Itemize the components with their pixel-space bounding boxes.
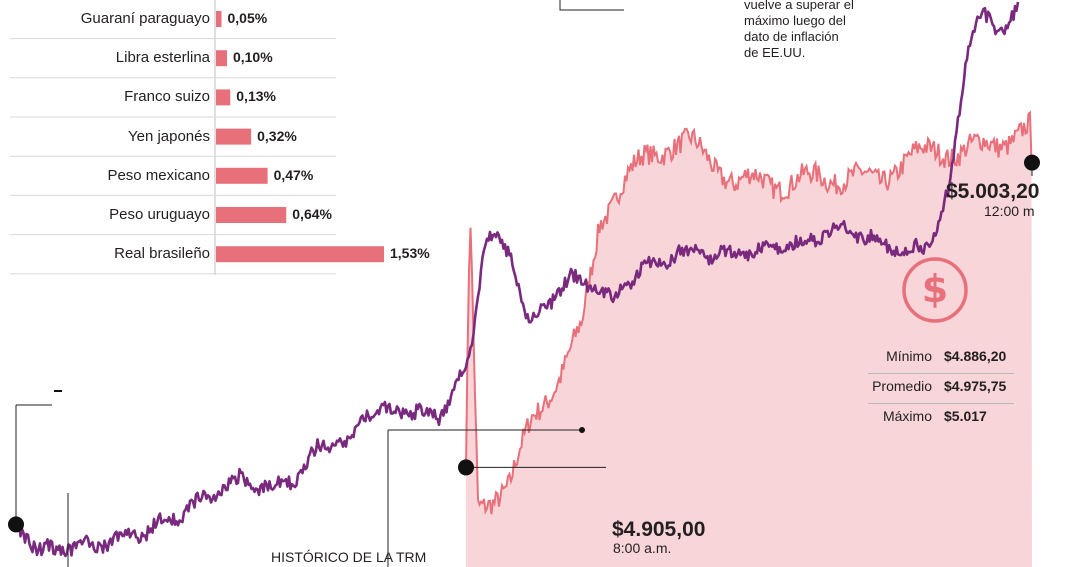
stat-row-avg: Promedio $4.975,75 — [868, 372, 1014, 402]
intraday-title: HISTÓRICO DE LA TRM — [271, 549, 427, 565]
bar — [216, 50, 227, 67]
intraday-callout-dot — [579, 427, 585, 433]
bar-category-label: Libra esterlina — [115, 49, 210, 67]
bar-value-label: 0,64% — [292, 206, 332, 222]
bar-category-label: Real brasileño — [114, 245, 210, 263]
dollar-sign-icon: $ — [922, 267, 948, 311]
history-start-value — [54, 390, 62, 392]
stat-value: $5.017 — [944, 408, 987, 424]
bar-category-label: Peso uruguayo — [109, 206, 210, 223]
bar-value-label: 1,53% — [390, 245, 430, 262]
stat-divider — [868, 373, 1014, 374]
top-callout-line — [559, 0, 624, 11]
intraday-close-time: 12:00 m — [984, 203, 1035, 219]
decoration-layer: $ — [8, 0, 1040, 567]
intraday-open-value: $4.905,00 — [612, 518, 706, 541]
bar — [216, 246, 384, 263]
annotation-line: de EE.UU. — [744, 45, 806, 60]
stat-label: Promedio — [872, 378, 932, 394]
stat-label: Máximo — [882, 408, 932, 424]
annotation-line: vuelve a superar el — [744, 0, 854, 12]
bar — [216, 207, 287, 223]
bar-category-label: Franco suizo — [124, 88, 210, 106]
stat-row-min: Mínimo $4.886,20 — [868, 342, 1014, 372]
bar-value-label: 0,47% — [273, 166, 314, 183]
bar — [216, 11, 222, 27]
bar-value-label: 0,13% — [236, 88, 276, 105]
intraday-line — [465, 110, 1033, 515]
bar — [216, 128, 252, 145]
bar-value-label: 0,05% — [227, 10, 268, 26]
intraday-close-value: $5.003,20 — [946, 180, 1040, 203]
stat-row-max: Máximo $5.017 — [868, 402, 1014, 432]
close-marker — [1024, 154, 1040, 171]
intraday-area-layer — [465, 110, 1033, 567]
annotation-line: máximo luego del — [744, 13, 846, 28]
dollar-circle-icon — [902, 257, 968, 323]
bar-category-label: Guaraní paraguayo — [80, 10, 210, 27]
stat-value: $4.975,75 — [944, 378, 1007, 394]
stat-divider — [868, 403, 1014, 404]
bar — [216, 167, 268, 184]
bar-category-label: Yen japonés — [127, 127, 210, 145]
history-line — [14, 1, 1020, 558]
bar-value-label: 0,32% — [257, 127, 297, 144]
start-marker — [8, 516, 24, 533]
history-line-layer — [14, 1, 1020, 558]
bar-chart-layer — [10, 0, 384, 275]
intraday-area-fill — [466, 112, 1032, 567]
bar — [216, 89, 231, 106]
bar-value-label: 0,10% — [232, 49, 273, 66]
stat-value: $4.886,20 — [944, 348, 1007, 364]
stat-label: Mínimo — [886, 348, 932, 364]
bar-category-label: Peso mexicano — [107, 166, 210, 184]
annotation-line: dato de inflación — [744, 29, 839, 44]
open-marker — [458, 459, 474, 476]
annotation-text: vuelve a superar el máximo luego del dat… — [744, 0, 854, 61]
intraday-open-time: 8:00 a.m. — [613, 540, 672, 556]
